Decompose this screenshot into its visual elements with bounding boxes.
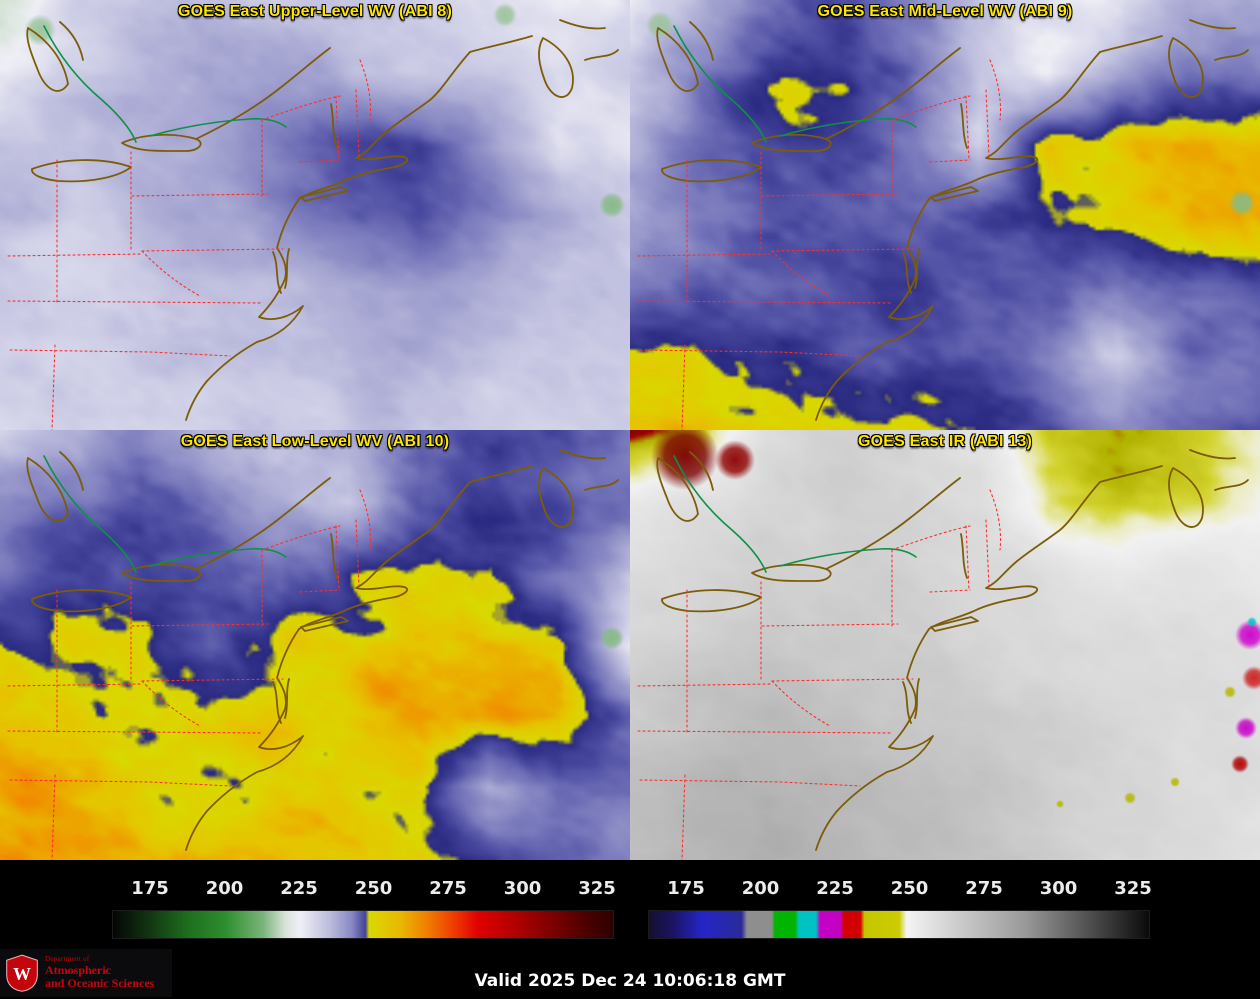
wv-colorbar-group: 175 200 225 250 275 300 325	[112, 860, 616, 944]
panel-title-upper-wv: GOES East Upper-Level WV (ABI 8)	[177, 3, 452, 20]
wv-colorbar	[112, 910, 614, 939]
ir-colorbar	[648, 910, 1150, 939]
ir-colorbar-group: 175 200 225 250 275 300 325	[648, 860, 1152, 944]
colorbar-tick-label: 175	[667, 878, 705, 899]
legend-footer-strip: 175 200 225 250 275 300 325 175 200 225 250 275 300…	[0, 860, 1260, 999]
ir-colorbar-ticks: 175 200 225 250 275 300 325	[648, 878, 1152, 902]
colorbar-tick-label: 275	[965, 878, 1003, 899]
colorbar-tick-label: 300	[1039, 878, 1078, 899]
colorbar-tick-label: 250	[890, 878, 929, 899]
colorbar-tick-label: 250	[354, 878, 393, 899]
panel-title-ir: GOES East IR (ABI 13)	[857, 433, 1033, 450]
panel-title-low-wv: GOES East Low-Level WV (ABI 10)	[180, 433, 450, 450]
panel-mid-level-wv[interactable]: GOES East Mid-Level WV (ABI 9)	[630, 0, 1260, 430]
satellite-quadpanel: GOES East Upper-Level WV (ABI 8) GOES Ea…	[0, 0, 1260, 860]
uw-aos-logo[interactable]: W Department of Atmospheric and Oceanic …	[0, 949, 172, 997]
logo-dept-line: Department of	[45, 954, 90, 963]
wv-colorbar-ticks: 175 200 225 250 275 300 325	[112, 878, 616, 902]
colorbar-tick-label: 225	[816, 878, 854, 899]
colorbar-tick-label: 225	[280, 878, 318, 899]
uw-crest-icon: W	[6, 954, 38, 992]
logo-line-2: and Oceanic Sciences	[45, 975, 155, 990]
svg-text:W: W	[13, 964, 31, 984]
valid-timestamp: Valid 2025 Dec 24 10:06:18 GMT	[474, 971, 786, 991]
colorbar-tick-label: 325	[578, 878, 616, 899]
low-level-wv-image	[0, 430, 630, 860]
panel-title-mid-wv: GOES East Mid-Level WV (ABI 9)	[817, 3, 1073, 20]
colorbar-tick-label: 325	[1114, 878, 1152, 899]
panel-low-level-wv[interactable]: GOES East Low-Level WV (ABI 10)	[0, 430, 630, 860]
colorbar-tick-label: 300	[503, 878, 542, 899]
colorbar-tick-label: 275	[429, 878, 467, 899]
colorbar-tick-label: 175	[131, 878, 169, 899]
logo-text: Department of Atmospheric and Oceanic Sc…	[45, 954, 155, 990]
colorbar-tick-label: 200	[205, 878, 244, 899]
upper-level-wv-image	[0, 0, 630, 430]
colorbar-tick-label: 200	[741, 878, 780, 899]
ir-image	[630, 430, 1260, 860]
mid-level-wv-image	[630, 0, 1260, 430]
panel-ir[interactable]: GOES East IR (ABI 13)	[630, 430, 1260, 860]
logo-line-1: Atmospheric	[45, 962, 111, 977]
panel-upper-level-wv[interactable]: GOES East Upper-Level WV (ABI 8)	[0, 0, 630, 430]
